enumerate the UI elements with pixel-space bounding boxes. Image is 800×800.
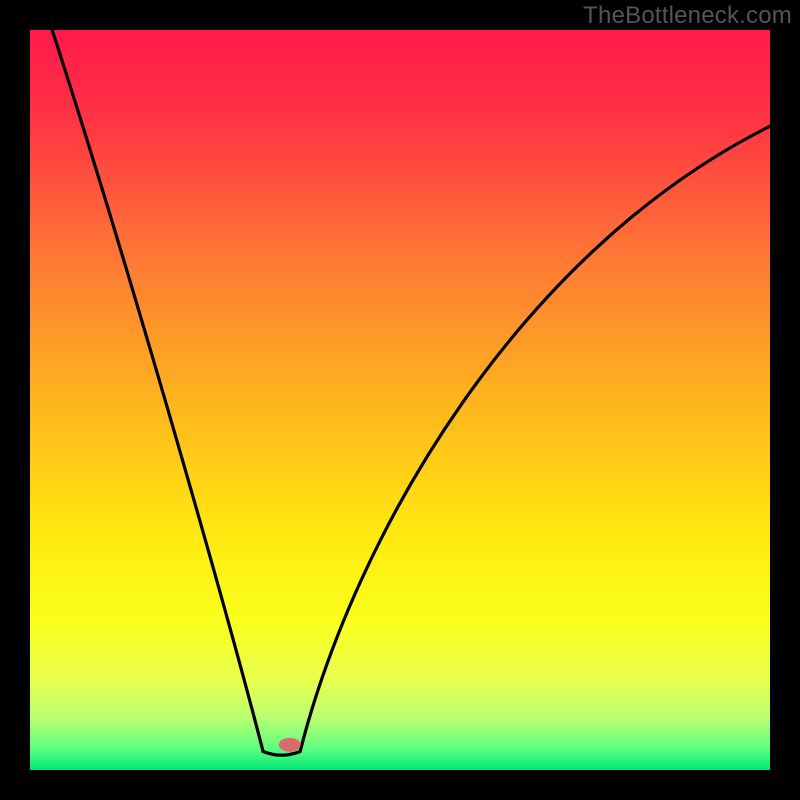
plot-background <box>30 30 770 770</box>
chart-container: TheBottleneck.com <box>0 0 800 800</box>
bottleneck-marker <box>279 738 301 752</box>
bottleneck-chart <box>0 0 800 800</box>
watermark-text: TheBottleneck.com <box>583 2 792 30</box>
